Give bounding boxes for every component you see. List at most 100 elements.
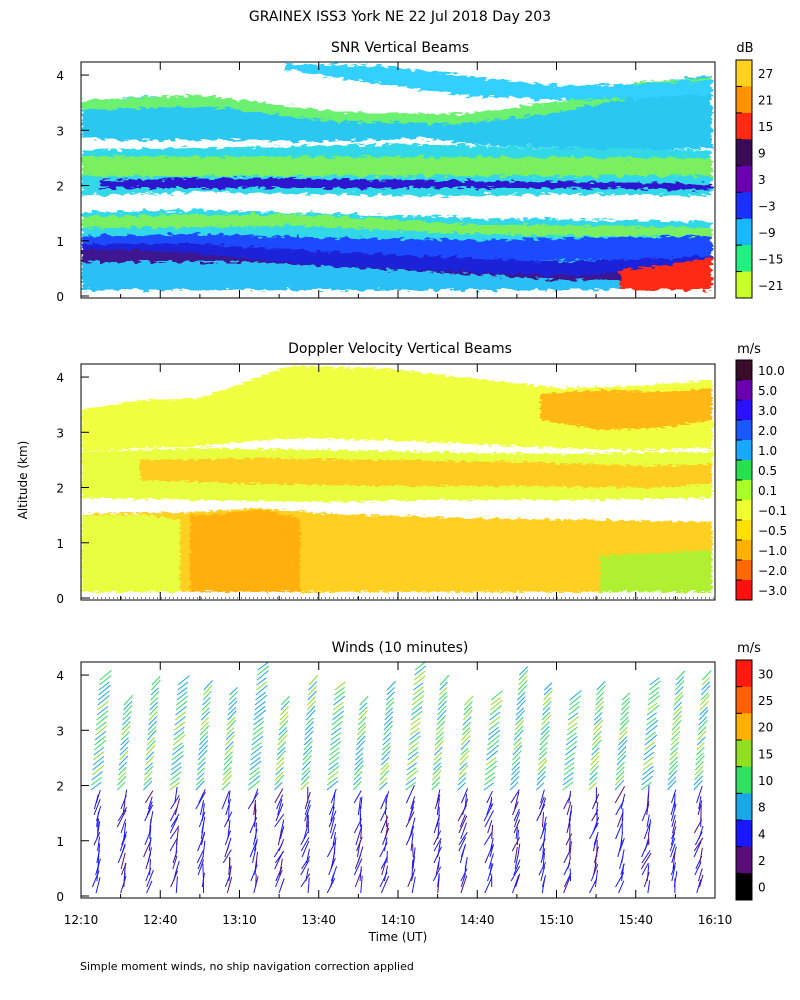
wind-barb	[95, 721, 107, 731]
wind-barb	[698, 825, 704, 840]
wind-barb	[222, 767, 232, 776]
wind-barb	[514, 791, 520, 810]
wind-barb	[170, 813, 180, 828]
wind-barb	[275, 761, 285, 771]
wind-barb	[618, 880, 625, 894]
wind-barb	[248, 771, 261, 781]
wind-barb	[122, 716, 131, 726]
wind-barb	[460, 739, 471, 751]
wind-barb	[563, 762, 575, 771]
wind-barb	[702, 670, 712, 681]
wind-barb	[307, 877, 310, 894]
x-tick-label: 16:10	[698, 913, 733, 927]
wind-barb	[249, 756, 261, 766]
wind-barb	[618, 730, 628, 741]
wind-barb	[305, 717, 314, 726]
wind-barb	[438, 691, 448, 701]
wind-barb	[228, 691, 238, 701]
wind-barb	[621, 701, 631, 711]
wind-barb	[353, 858, 363, 876]
wind-barb	[669, 751, 679, 761]
y-axis-label: Altitude (km)	[16, 441, 30, 520]
x-tick-label: 15:40	[618, 913, 653, 927]
wind-barb	[645, 719, 659, 731]
wind-barb	[511, 766, 520, 776]
wind-barb	[488, 853, 494, 870]
wind-barb	[96, 821, 101, 840]
wind-barb	[254, 851, 259, 870]
wind-barb	[280, 695, 290, 706]
wind-barb	[116, 809, 127, 828]
wind-barb	[306, 705, 316, 716]
winds-colorbar-swatch	[736, 846, 752, 874]
winds-colorbar-unit: m/s	[737, 641, 761, 656]
wind-barb	[698, 709, 709, 721]
wind-barb	[615, 771, 625, 781]
wind-barb	[514, 725, 524, 736]
wind-barb	[117, 807, 128, 822]
wind-barb	[621, 697, 630, 706]
snr-colorbar-label: 9	[758, 147, 766, 161]
wind-barb	[145, 751, 155, 761]
snr-panel: SNR Vertical Beams 0 1 2 3 4 dB	[56, 40, 783, 304]
wind-barb	[226, 716, 236, 726]
wind-barb	[169, 817, 179, 834]
wind-barb	[510, 865, 521, 882]
wind-barb	[123, 789, 128, 804]
wind-barb	[410, 817, 416, 834]
wind-barb	[228, 700, 238, 711]
velocity-colorbar-unit: m/s	[737, 342, 761, 357]
wind-barb	[226, 719, 237, 731]
wind-barb	[176, 691, 188, 701]
wind-barb	[700, 685, 711, 696]
wind-barb	[121, 720, 131, 731]
wind-barb	[640, 781, 652, 791]
wind-barb	[173, 726, 185, 736]
wind-barb	[511, 837, 521, 852]
wind-barb	[569, 695, 582, 706]
wind-barb	[330, 788, 337, 804]
wind-barb	[221, 781, 231, 791]
wind-barb	[563, 872, 572, 888]
wind-barb	[255, 684, 268, 696]
wind-barb	[484, 776, 496, 786]
wind-barb	[117, 771, 127, 781]
wind-barb	[519, 666, 528, 676]
x-tick-label: 15:10	[539, 913, 574, 927]
wind-barb	[177, 681, 189, 691]
wind-barb	[279, 711, 289, 721]
wind-barb	[174, 860, 180, 876]
wind-barb	[176, 687, 188, 696]
wind-barb	[458, 764, 469, 776]
wind-barb	[97, 690, 110, 701]
wind-barb	[510, 789, 520, 804]
wind-barb	[278, 878, 285, 894]
wind-barb	[94, 730, 107, 741]
wind-barb	[490, 690, 503, 701]
wind-barb	[460, 868, 468, 882]
wind-barb	[353, 771, 363, 781]
wind-barb	[301, 840, 310, 858]
wind-barb	[384, 791, 390, 804]
wind-barb	[120, 863, 127, 876]
snr-layer-low-blue	[82, 234, 712, 262]
wind-barb	[329, 747, 340, 756]
winds-colorbar-swatch	[736, 873, 752, 901]
wind-barb	[696, 786, 703, 804]
wind-barb	[303, 745, 313, 756]
wind-barb	[303, 740, 313, 751]
wind-barb	[257, 665, 269, 676]
wind-barb	[96, 710, 109, 721]
wind-barb	[98, 684, 111, 696]
wind-barb	[249, 839, 258, 858]
wind-barb	[486, 790, 493, 804]
velocity-y-tick-label: 3	[56, 426, 64, 440]
wind-barb	[143, 777, 152, 786]
wind-barb	[594, 869, 598, 888]
wind-barb	[457, 777, 467, 786]
wind-barb	[90, 781, 102, 791]
wind-barb	[594, 706, 604, 716]
wind-barb	[146, 880, 153, 894]
wind-barb	[672, 715, 682, 726]
wind-barb	[201, 831, 205, 846]
